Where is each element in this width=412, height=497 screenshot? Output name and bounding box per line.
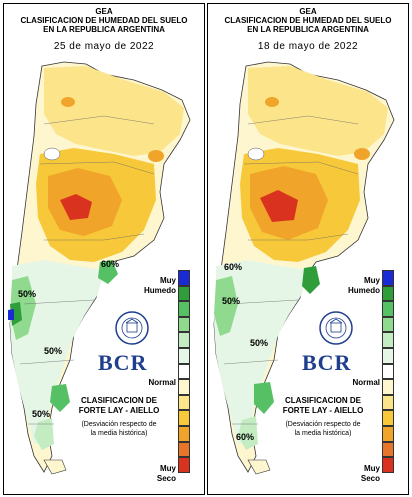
- region-buenos-aires-wet: [98, 260, 118, 284]
- legend-label-muy-seco: Muy Seco: [156, 464, 176, 483]
- legend-swatch: [178, 425, 190, 442]
- spot-dry-ne: [354, 148, 370, 160]
- region-chubut-wet: [50, 384, 70, 412]
- map-header-gea: GEA: [299, 7, 317, 16]
- legend-swatch: [382, 301, 394, 317]
- legend-swatch: [178, 363, 190, 380]
- contour-label: 60%: [236, 432, 255, 442]
- legend-swatch: [382, 394, 394, 411]
- legend-swatch: [178, 332, 190, 348]
- map-header-gea: GEA: [95, 7, 113, 16]
- legend-swatch: [178, 379, 190, 395]
- map-date: 25 de mayo de 2022: [53, 41, 155, 52]
- map-panel-18-may: GEA CLASIFICACION DE HUMEDAD DEL SUELO E…: [207, 3, 409, 495]
- legend-swatch: [178, 347, 190, 364]
- legend-swatch: [382, 363, 394, 380]
- legend-swatch: [178, 316, 190, 333]
- spot-dry-nw: [265, 97, 279, 107]
- tierra-del-fuego: [247, 459, 271, 475]
- source-title: CLASIFICACION DE FORTE LAY - AIELLO: [282, 396, 364, 415]
- legend-swatch: [178, 301, 190, 317]
- map-header-title: CLASIFICACION DE HUMEDAD DEL SUELO: [224, 16, 392, 25]
- legend-swatch: [382, 410, 394, 426]
- region-santa-cruz-humid: [34, 418, 54, 450]
- region-santa-cruz-humid: [238, 416, 258, 450]
- spot-dry-nw: [61, 97, 75, 107]
- region-south-normal: [214, 260, 308, 444]
- spot-normal-west: [43, 147, 61, 161]
- legend-label-muy-humedo: Muy Humedo: [348, 276, 380, 295]
- source-note: (Desviación respecto de la media históric…: [81, 421, 157, 437]
- legend-label-muy-humedo: Muy Humedo: [144, 276, 176, 295]
- region-north-moderate: [248, 66, 388, 156]
- legend-swatch: [178, 441, 190, 458]
- map-header-title: CLASIFICACION DE HUMEDAD DEL SUELO: [20, 16, 188, 25]
- region-north-moderate: [44, 66, 184, 156]
- map-header-subtitle: EN LA REPUBLICA ARGENTINA: [43, 25, 165, 34]
- legend-swatch: [178, 394, 190, 411]
- source-title: CLASIFICACION DE FORTE LAY - AIELLO: [78, 396, 160, 415]
- legend-swatch: [382, 457, 394, 473]
- legend-swatch: [382, 285, 394, 302]
- legend-swatch: [382, 316, 394, 333]
- region-very-dry-core: [260, 190, 298, 222]
- map-date: 18 de mayo de 2022: [257, 41, 359, 52]
- legend-label-normal: Normal: [148, 378, 176, 387]
- region-chubut-wet: [254, 382, 274, 414]
- legend-swatch: [382, 379, 394, 395]
- contour-label: 50%: [32, 409, 51, 419]
- spot-normal-west: [247, 147, 265, 161]
- bcr-logo-text: BCR: [302, 350, 352, 375]
- region-andes-wet: [214, 276, 238, 336]
- contour-label: 50%: [18, 289, 37, 299]
- region-very-dry-core: [60, 194, 92, 220]
- legend-swatch: [382, 347, 394, 364]
- legend-swatch: [178, 270, 190, 286]
- legend-color-scale: [382, 270, 396, 473]
- argentina-soil-moisture-map: [213, 61, 395, 475]
- legend-swatch: [178, 457, 190, 473]
- legend-swatch: [382, 441, 394, 458]
- bcr-logo-text: BCR: [98, 350, 148, 375]
- source-note: (Desviación respecto de la media históric…: [285, 421, 361, 437]
- region-andes-wet: [10, 276, 36, 340]
- contour-label: 60%: [224, 262, 243, 272]
- legend-swatch: [178, 410, 190, 426]
- contour-label: 50%: [222, 296, 241, 306]
- tierra-del-fuego: [43, 459, 67, 475]
- contour-label: 50%: [250, 338, 269, 348]
- spot-dry-ne: [148, 150, 164, 162]
- map-panel-25-may: GEA CLASIFICACION DE HUMEDAD DEL SUELO E…: [3, 3, 205, 495]
- bcr-seal-logo: [115, 311, 149, 345]
- map-header-subtitle: EN LA REPUBLICA ARGENTINA: [247, 25, 369, 34]
- legend-swatch: [382, 270, 394, 286]
- legend-swatch: [382, 425, 394, 442]
- contour-label: 50%: [44, 346, 63, 356]
- legend-swatch: [178, 285, 190, 302]
- region-very-wet: [8, 309, 14, 320]
- legend-color-scale: [178, 270, 192, 473]
- legend-label-muy-seco: Muy Seco: [360, 464, 380, 483]
- argentina-soil-moisture-map: [8, 61, 191, 475]
- legend-swatch: [382, 332, 394, 348]
- bcr-seal-logo: [319, 311, 353, 345]
- region-buenos-aires-wet: [302, 266, 320, 294]
- legend-label-normal: Normal: [352, 378, 380, 387]
- contour-label: 60%: [101, 259, 120, 269]
